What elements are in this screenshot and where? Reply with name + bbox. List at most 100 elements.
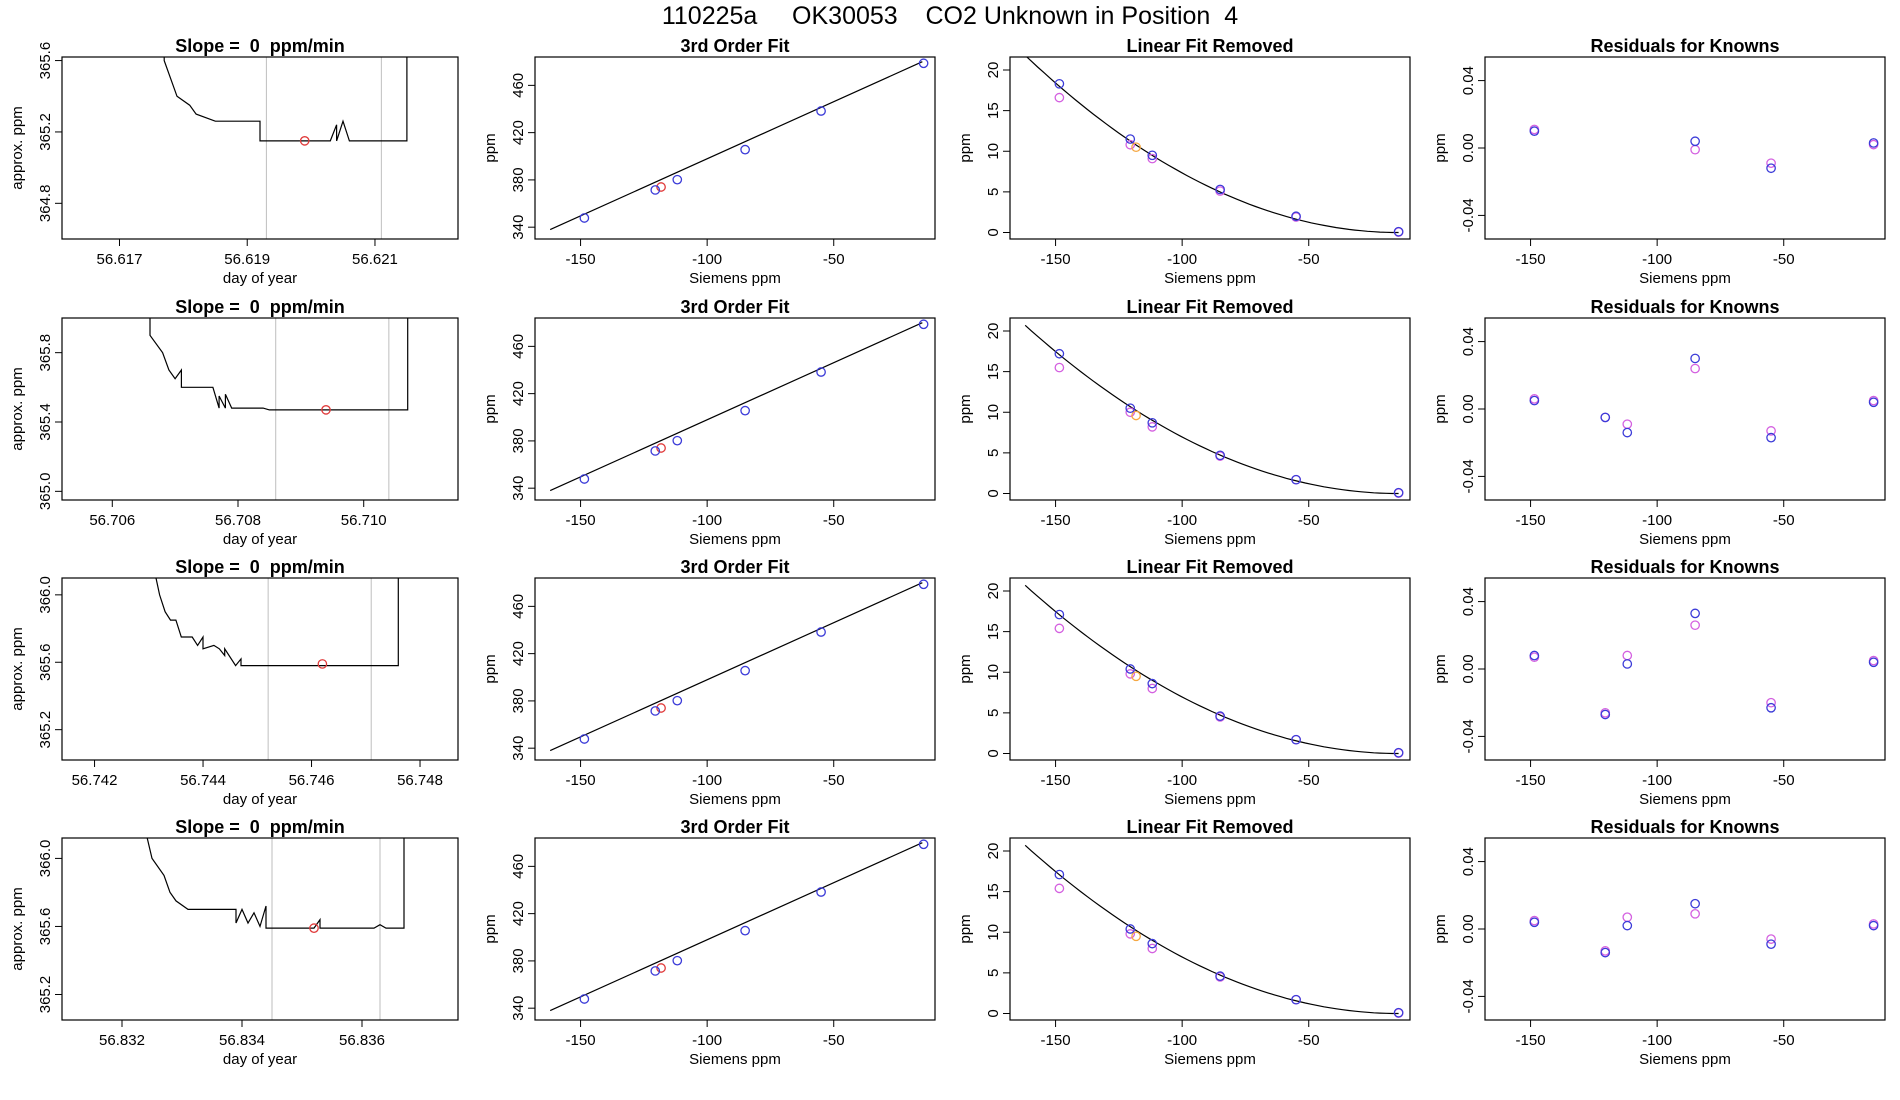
- blue-point: [1054, 348, 1065, 359]
- concentration-trace: [155, 578, 399, 667]
- magenta-point: [1147, 943, 1158, 954]
- x-tick-label: -150: [1516, 512, 1546, 529]
- magenta-point: [1147, 153, 1158, 164]
- plot-area: [549, 58, 929, 231]
- y-axis-label: approx. ppm: [9, 367, 26, 450]
- plot-area: [549, 319, 929, 492]
- y-tick-label: 365.6: [37, 42, 54, 80]
- y-tick-label: 460: [510, 73, 527, 98]
- blue-point: [740, 665, 750, 676]
- plot-area: [163, 57, 408, 239]
- blue-point: [740, 144, 750, 155]
- x-axis-label: Siemens ppm: [1639, 1051, 1731, 1068]
- x-axis-label: day of year: [223, 531, 297, 548]
- plot-frame: [1484, 317, 1886, 501]
- x-tick-label: -100: [692, 772, 722, 789]
- fit-line: [549, 842, 923, 1012]
- panel-title: Linear Fit Removed: [1126, 817, 1293, 837]
- x-tick-label: -150: [566, 772, 596, 789]
- x-tick-label: 56.746: [289, 772, 335, 789]
- plot-area: [149, 318, 409, 500]
- orange-point: [1131, 410, 1141, 421]
- plot-frame: [1484, 577, 1886, 761]
- x-tick-label: 56.834: [219, 1032, 265, 1049]
- blue-point: [672, 174, 683, 185]
- y-tick-label: -0.04: [1460, 198, 1477, 232]
- red-point: [656, 182, 666, 192]
- blue-point: [1766, 702, 1776, 713]
- x-tick-label: -100: [1642, 772, 1672, 789]
- magenta-point: [1054, 623, 1065, 634]
- panel-title: Slope = 0 ppm/min: [175, 297, 345, 317]
- y-tick-label: 20: [985, 323, 1002, 340]
- y-tick-label: 365.6: [37, 908, 54, 946]
- y-axis-label: approx. ppm: [9, 887, 26, 970]
- x-tick-label: -50: [823, 251, 845, 268]
- plot-frame: [1009, 56, 1411, 240]
- x-tick-label: -100: [1642, 251, 1672, 268]
- orange-point: [1131, 142, 1141, 153]
- blue-point: [1868, 397, 1879, 408]
- panel-3-2: -150 -100 -50 340 380 420 460 3rd Order Fit Siem…: [482, 557, 936, 808]
- panel-title: Residuals for Knowns: [1590, 297, 1779, 317]
- y-tick-label: 340: [510, 996, 527, 1021]
- x-tick-label: -150: [566, 512, 596, 529]
- blue-point: [1054, 78, 1065, 89]
- blue-point: [650, 706, 661, 716]
- y-tick-label: 365.2: [37, 976, 54, 1014]
- y-axis-label: ppm: [957, 654, 974, 683]
- x-tick-label: 56.710: [341, 512, 387, 529]
- magenta-point: [1690, 620, 1700, 631]
- y-tick-label: 0.00: [1460, 133, 1477, 162]
- magenta-point: [1054, 362, 1065, 373]
- x-tick-label: -100: [1642, 512, 1672, 529]
- red-point: [656, 963, 666, 973]
- blue-point: [1291, 211, 1301, 222]
- x-tick-label: -50: [1773, 512, 1795, 529]
- x-tick-label: -50: [1773, 772, 1795, 789]
- plot-area: [1529, 353, 1879, 443]
- blue-point: [1125, 664, 1136, 674]
- panel-title: Linear Fit Removed: [1126, 557, 1293, 577]
- y-axis-label: ppm: [482, 654, 499, 683]
- x-tick-label: -100: [692, 1032, 722, 1049]
- fit-curve: [1026, 57, 1399, 234]
- magenta-point: [1622, 419, 1633, 430]
- y-axis-label: ppm: [1432, 654, 1449, 683]
- x-axis-label: Siemens ppm: [1639, 270, 1731, 287]
- y-axis-label: approx. ppm: [9, 627, 26, 710]
- x-tick-label: 56.619: [224, 251, 270, 268]
- y-tick-label: 10: [985, 924, 1002, 941]
- y-tick-label: 15: [985, 883, 1002, 900]
- x-tick-label: -150: [566, 1032, 596, 1049]
- y-tick-label: 0.04: [1460, 66, 1477, 95]
- x-tick-label: -150: [1041, 251, 1071, 268]
- panel-title: Slope = 0 ppm/min: [175, 36, 345, 56]
- y-tick-label: 5: [985, 188, 1002, 196]
- plot-frame: [1009, 577, 1411, 761]
- blue-point: [1291, 734, 1301, 745]
- x-tick-label: -100: [1167, 1032, 1197, 1049]
- blue-point: [1054, 609, 1065, 620]
- panel-title: Slope = 0 ppm/min: [175, 557, 345, 577]
- plot-frame: [61, 577, 459, 761]
- y-axis-label: ppm: [1432, 914, 1449, 943]
- mean-point: [299, 136, 310, 146]
- blue-point: [579, 213, 590, 223]
- magenta-point: [1125, 669, 1136, 679]
- panel-4-3: -150 -100 -50 0 5 10 15 20 Linear Fit Removed Sie…: [957, 817, 1411, 1068]
- y-axis-label: ppm: [957, 394, 974, 423]
- y-tick-label: 0.04: [1460, 847, 1477, 876]
- x-tick-label: 56.706: [89, 512, 135, 529]
- blue-point: [1690, 898, 1700, 909]
- y-tick-label: 10: [985, 664, 1002, 681]
- blue-point: [1529, 650, 1540, 661]
- x-tick-label: -50: [823, 772, 845, 789]
- blue-point: [1215, 971, 1225, 981]
- y-axis-label: ppm: [482, 394, 499, 423]
- fit-curve: [1024, 584, 1399, 755]
- magenta-point: [1690, 363, 1700, 374]
- blue-point: [1125, 134, 1136, 144]
- x-axis-label: Siemens ppm: [689, 791, 781, 808]
- x-tick-label: 56.708: [215, 512, 261, 529]
